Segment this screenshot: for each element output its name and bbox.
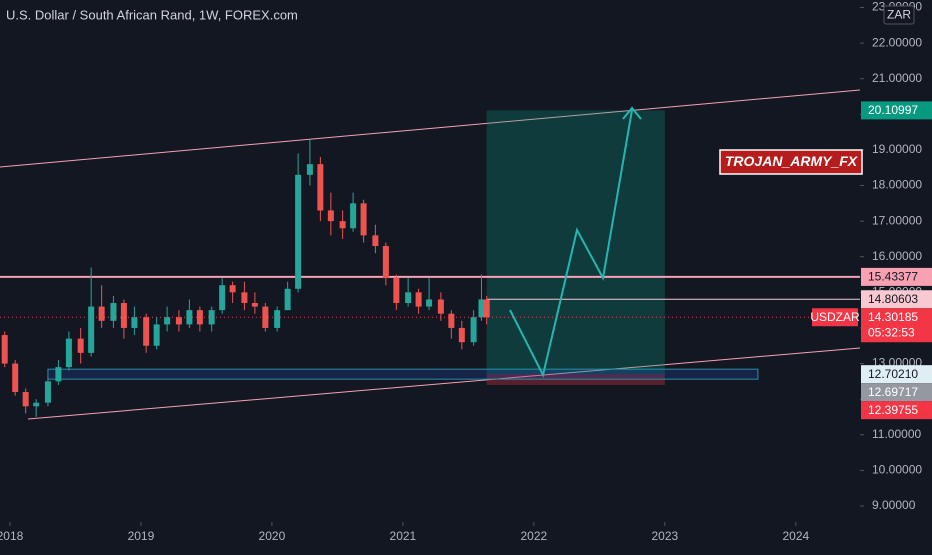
candle-body	[470, 317, 477, 343]
candle-body	[208, 310, 215, 325]
candle-body	[22, 392, 29, 407]
candle-body	[65, 338, 72, 368]
candle-body	[33, 402, 40, 407]
candle-body	[1, 335, 8, 364]
price-label-box	[861, 290, 932, 309]
watermark-text: TROJAN_ARMY_FX	[725, 153, 859, 169]
candle-body	[317, 164, 324, 211]
target-zone	[486, 110, 665, 375]
candle-body	[382, 246, 389, 279]
candle-body	[175, 317, 182, 325]
candle-body	[110, 303, 117, 321]
price-label: 20.10997	[868, 103, 918, 117]
price-label-box	[861, 101, 932, 120]
candle-body	[251, 303, 258, 307]
candles	[1, 139, 490, 417]
y-tick-label: 9.00000	[872, 498, 916, 512]
x-tick-label: 2023	[651, 529, 678, 543]
x-tick-label: 2024	[782, 529, 809, 543]
candle-body	[274, 310, 281, 328]
candle-body	[164, 317, 171, 325]
price-label-box	[861, 308, 932, 343]
countdown: 05:32:53	[868, 325, 915, 339]
y-tick-label: 16.00000	[872, 249, 922, 263]
candle-body	[339, 221, 346, 229]
drawings	[0, 89, 861, 420]
price-label: 12.39755	[868, 403, 918, 417]
candle-body	[458, 327, 465, 343]
upper-channel-line	[0, 89, 861, 168]
candle-body	[262, 306, 269, 328]
price-label-box	[861, 401, 932, 420]
lower-channel-line	[27, 347, 861, 420]
price-label-box	[861, 267, 932, 286]
chart-title: U.S. Dollar / South African Rand, 1W, FO…	[6, 7, 298, 22]
candle-body	[219, 285, 226, 311]
y-tick-label: 22.00000	[872, 35, 922, 49]
y-tick-label: 21.00000	[872, 71, 922, 85]
candle-body	[360, 203, 367, 236]
candle-body	[98, 306, 105, 321]
price-label-box	[861, 365, 932, 384]
candle-body	[55, 367, 62, 382]
x-tick-label: 2021	[390, 529, 417, 543]
candle-body	[143, 317, 150, 346]
candle-body	[350, 203, 357, 229]
candle-body	[306, 164, 313, 175]
projection-arrowhead	[622, 106, 642, 120]
candle-body	[153, 324, 160, 346]
symbol-label: USDZAR	[810, 310, 860, 324]
candle-body	[426, 299, 433, 307]
price-label: 12.69717	[868, 385, 918, 399]
x-tick-label: 2020	[259, 529, 286, 543]
price-label: 15.43377	[868, 270, 918, 284]
candle-body	[44, 381, 51, 403]
candle-body	[241, 292, 248, 304]
candle-body	[186, 310, 193, 325]
support-zone	[47, 368, 759, 380]
candle-body	[131, 317, 138, 328]
price-label: 12.70210	[868, 367, 918, 381]
watermark: TROJAN_ARMY_FX	[719, 149, 863, 175]
y-tick-label: 10.00000	[872, 463, 922, 477]
watermark-box	[719, 149, 863, 175]
candle-body	[478, 299, 485, 318]
currency-box	[883, 5, 915, 25]
candle-body	[415, 292, 422, 307]
candle-body	[196, 310, 203, 325]
y-tick-label: 19.00000	[872, 142, 922, 156]
candle-body	[372, 235, 379, 247]
price-label: 14.80603	[868, 292, 918, 306]
candle-body	[448, 313, 455, 328]
x-tick-label: 2018	[0, 529, 24, 543]
candle-body	[229, 285, 236, 293]
x-tick-label: 2022	[521, 529, 548, 543]
projection	[509, 106, 642, 378]
candle-body	[12, 363, 19, 393]
x-tick-label: 2019	[128, 529, 155, 543]
candle-body	[120, 303, 127, 328]
axes: 9.0000010.0000011.0000012.0000013.000001…	[0, 0, 932, 543]
y-tick-label: 17.00000	[872, 213, 922, 227]
price-label-box	[861, 383, 932, 402]
projection-path	[509, 109, 633, 378]
candle-body	[284, 288, 291, 311]
candle-body	[405, 292, 412, 304]
y-tick-label: 18.00000	[872, 178, 922, 192]
candle-body	[327, 210, 334, 222]
price-label: 14.30185	[868, 310, 918, 324]
candle-body	[393, 278, 400, 304]
candle-body	[77, 338, 84, 353]
currency-label: ZAR	[887, 8, 911, 22]
candle-body	[437, 299, 444, 314]
candle-body	[295, 174, 302, 289]
symbol-box	[812, 308, 858, 327]
candle-body	[88, 306, 95, 353]
y-tick-label: 11.00000	[872, 427, 921, 441]
candle-body	[483, 299, 490, 318]
